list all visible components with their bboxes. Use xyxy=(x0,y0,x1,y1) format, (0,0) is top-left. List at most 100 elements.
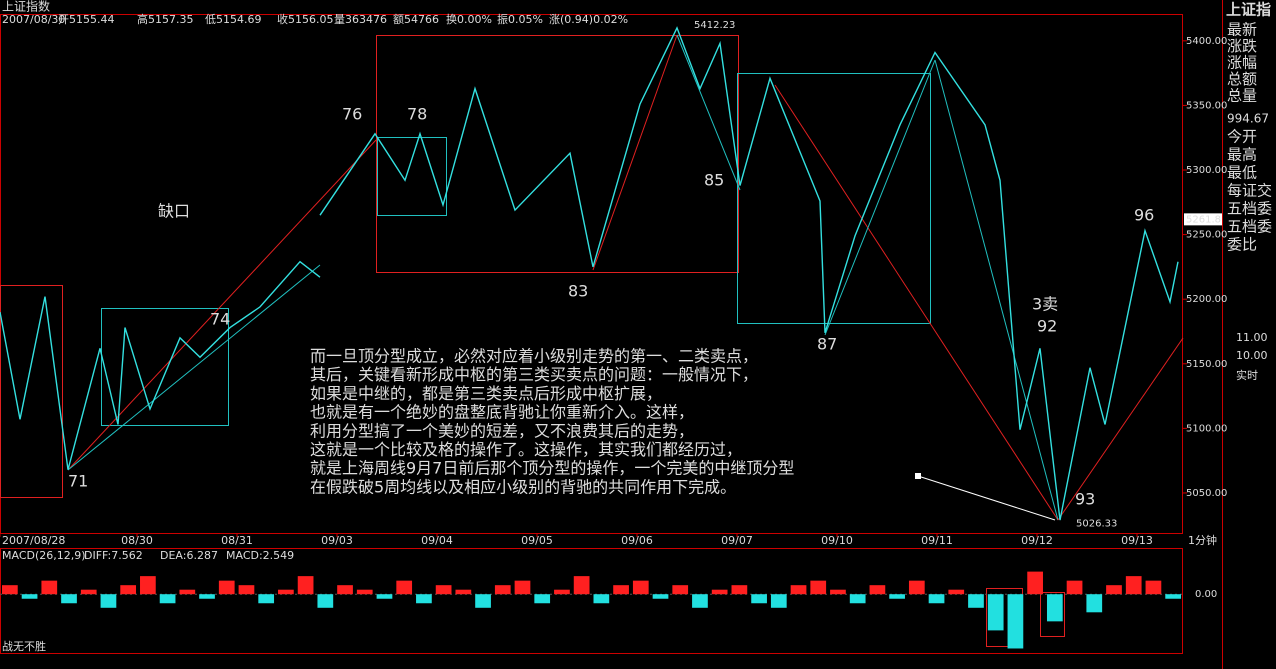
side-label: 最高 xyxy=(1227,146,1257,164)
macd-bar xyxy=(475,594,491,608)
macd-bar xyxy=(593,594,610,604)
macd-bar xyxy=(317,594,334,608)
period-label: 1分钟 xyxy=(1188,533,1217,547)
side-label: 五档委 xyxy=(1227,200,1272,218)
annotation: 74 xyxy=(210,310,230,329)
macd-indicator: MACD:2.549 xyxy=(226,549,294,562)
header-field: 振0.05% xyxy=(497,12,543,26)
side-label: 涨幅 xyxy=(1227,54,1257,72)
header-field: 低5154.69 xyxy=(205,13,262,26)
macd-bar xyxy=(514,580,531,595)
annotation: 3卖 xyxy=(1032,295,1058,314)
side-value: 994.67 xyxy=(1227,112,1269,126)
side-label: 五档委 xyxy=(1227,218,1272,236)
trend-line xyxy=(774,84,1059,521)
annotation: 92 xyxy=(1037,317,1057,336)
side-label: 涨跌 xyxy=(1227,37,1257,55)
annotation: 71 xyxy=(68,472,88,491)
y-tick-label: 5150.00 xyxy=(1186,359,1227,370)
macd-bar xyxy=(61,594,77,604)
x-tick-label: 09/07 xyxy=(721,534,753,547)
annotation: 83 xyxy=(568,282,588,301)
pivot-box xyxy=(377,137,447,216)
annotation: 96 xyxy=(1134,206,1154,225)
trend-line xyxy=(67,264,321,471)
note-line: 利用分型搞了一个美妙的短差，又不浪费其后的走势， xyxy=(310,421,694,440)
x-tick-label: 09/11 xyxy=(921,534,953,547)
price-line xyxy=(0,26,1179,521)
annotation: 85 xyxy=(704,171,724,190)
trend-line xyxy=(824,59,936,336)
trend-line xyxy=(1057,337,1184,521)
side-label: 最低 xyxy=(1227,164,1257,182)
macd-bar xyxy=(830,589,846,595)
macd-bar xyxy=(987,594,1004,631)
macd-bar xyxy=(1165,594,1181,599)
low-label: 5026.33 xyxy=(1076,519,1117,530)
drawings xyxy=(0,34,1184,647)
y-tick-label: 5200.00 xyxy=(1186,294,1227,305)
macd-bar xyxy=(278,589,294,595)
macd-bar xyxy=(1027,571,1043,595)
macd-bar xyxy=(159,594,176,604)
y-tick-label: 5350.00 xyxy=(1186,100,1227,111)
y-tick-label: 5050.00 xyxy=(1186,488,1227,499)
header-field: 涨(0.94)0.02% xyxy=(549,13,628,26)
macd-bar xyxy=(455,589,472,595)
macd-bar xyxy=(534,594,551,604)
macd-bar xyxy=(731,585,748,595)
macd-indicator: DIFF:7.562 xyxy=(84,549,143,562)
header-field: 换0.00% xyxy=(446,12,492,26)
macd-bar xyxy=(928,594,945,604)
macd-bar xyxy=(494,585,511,595)
y-tick-label: 5300.00 xyxy=(1186,165,1227,176)
macd-bar xyxy=(80,589,97,595)
macd-frame xyxy=(0,548,1183,654)
side-title: 上证指 xyxy=(1226,1,1271,19)
note-line: 其后，关键看新形成中枢的第三类买卖点的问题：一般情况下， xyxy=(310,365,758,384)
note-line: 也就是有一个绝妙的盘整底背驰让你重新介入。这样， xyxy=(310,403,694,422)
macd-bar xyxy=(1125,576,1142,595)
macd-bar xyxy=(41,580,58,595)
macd-bar xyxy=(652,594,669,599)
side-label: 总额 xyxy=(1227,70,1257,88)
note-line: 如果是中继的，都是第三类卖点后形成中枢扩展， xyxy=(310,384,662,403)
header-field: 收5156.05 xyxy=(277,12,334,26)
side-title-bg xyxy=(1223,1,1276,18)
macd-bar xyxy=(238,585,255,595)
trend-line xyxy=(676,34,741,191)
macd-bar xyxy=(672,585,689,595)
macd-bar xyxy=(889,594,905,599)
macd-bar xyxy=(1007,594,1024,649)
x-tick-label: 08/30 xyxy=(121,534,153,547)
x-tick-label: 09/03 xyxy=(321,534,353,547)
x-tick-label: 09/10 xyxy=(821,534,853,547)
side-label: 总量 xyxy=(1227,87,1257,105)
trend-line xyxy=(592,34,678,271)
side-extra: 11.00 xyxy=(1236,331,1268,344)
macd-bar xyxy=(337,585,353,595)
macd-bar xyxy=(613,585,629,595)
note-line: 这就是一个比较及格的操作了。这操作，其实我们都经历过， xyxy=(310,440,742,459)
macd-bar xyxy=(770,594,787,608)
header-date: 2007/08/30 xyxy=(2,13,65,26)
y-tick-label: 5400.00 xyxy=(1186,36,1227,47)
pivot-box xyxy=(0,285,63,498)
macd-bar xyxy=(416,594,432,604)
x-tick-label: 09/04 xyxy=(421,534,453,547)
pointer-handle xyxy=(915,473,921,479)
macd-bar xyxy=(1106,585,1122,595)
macd-bar xyxy=(120,585,137,595)
macd-title: MACD(26,12,9) xyxy=(2,549,86,562)
header-title: 上证指数 xyxy=(2,0,50,14)
macd-bar xyxy=(1046,594,1063,622)
side-label: 每证交 xyxy=(1227,182,1272,200)
macd-bar xyxy=(1086,594,1103,613)
y-tick-label: 5100.00 xyxy=(1186,423,1227,434)
macd-bar xyxy=(199,594,215,599)
side-label: 委比 xyxy=(1227,236,1257,254)
pivot-box xyxy=(376,35,739,273)
side-extra: 实时 xyxy=(1236,368,1258,382)
macd-bar xyxy=(376,594,393,599)
macd-bar xyxy=(2,585,18,595)
